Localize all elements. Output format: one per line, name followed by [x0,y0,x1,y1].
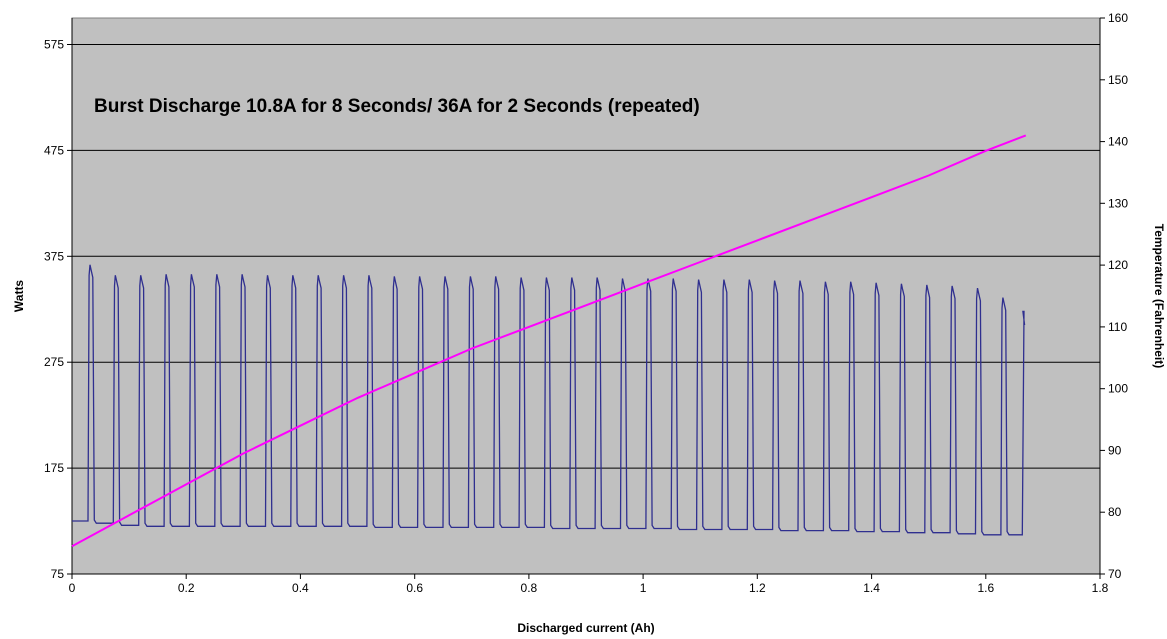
x-tick-label: 1.2 [749,581,766,595]
y-tick-label: 575 [44,38,64,52]
x-tick-label: 0.2 [178,581,195,595]
x-tick-label: 1.8 [1092,581,1109,595]
y2-tick-label: 110 [1108,320,1127,334]
x-tick-label: 1 [640,581,647,595]
y2-tick-label: 160 [1108,11,1128,25]
y-axis-left-title: Watts [12,280,26,313]
y2-tick-label: 140 [1108,135,1128,149]
y-tick-label: 375 [44,249,64,263]
y2-tick-label: 70 [1108,567,1122,581]
x-axis-ticks: 0 0.2 0.4 0.6 0.8 1 1.2 1.4 1.6 1.8 [69,574,1109,595]
y2-tick-label: 150 [1108,73,1128,87]
y2-tick-label: 120 [1108,258,1128,272]
y-tick-label: 475 [44,143,64,157]
y-axis-left-ticks: 75 175 275 375 475 575 [44,38,72,581]
x-tick-label: 1.6 [977,581,994,595]
y-tick-label: 75 [51,567,65,581]
x-tick-label: 0 [69,581,76,595]
x-axis-title: Discharged current (Ah) [517,621,654,635]
x-tick-label: 1.4 [863,581,880,595]
y-tick-label: 275 [44,355,64,369]
x-tick-label: 0.8 [521,581,538,595]
y2-tick-label: 130 [1108,196,1128,210]
y2-tick-label: 80 [1108,505,1122,519]
y-axis-right-title: Temperature (Fahrenheit) [1152,224,1166,368]
chart-title: Burst Discharge 10.8A for 8 Seconds/ 36A… [94,96,700,117]
y2-tick-label: 100 [1108,382,1128,396]
y-tick-label: 175 [44,461,64,475]
x-tick-label: 0.4 [292,581,309,595]
series-line-temperature [71,134,1027,548]
x-tick-label: 0.6 [406,581,423,595]
series-line-watts [72,264,1026,536]
grid-lines [71,18,1101,575]
y2-tick-label: 90 [1108,443,1122,457]
y-axis-right-ticks: 70 80 90 100 110 120 130 140 150 160 [1100,11,1128,581]
